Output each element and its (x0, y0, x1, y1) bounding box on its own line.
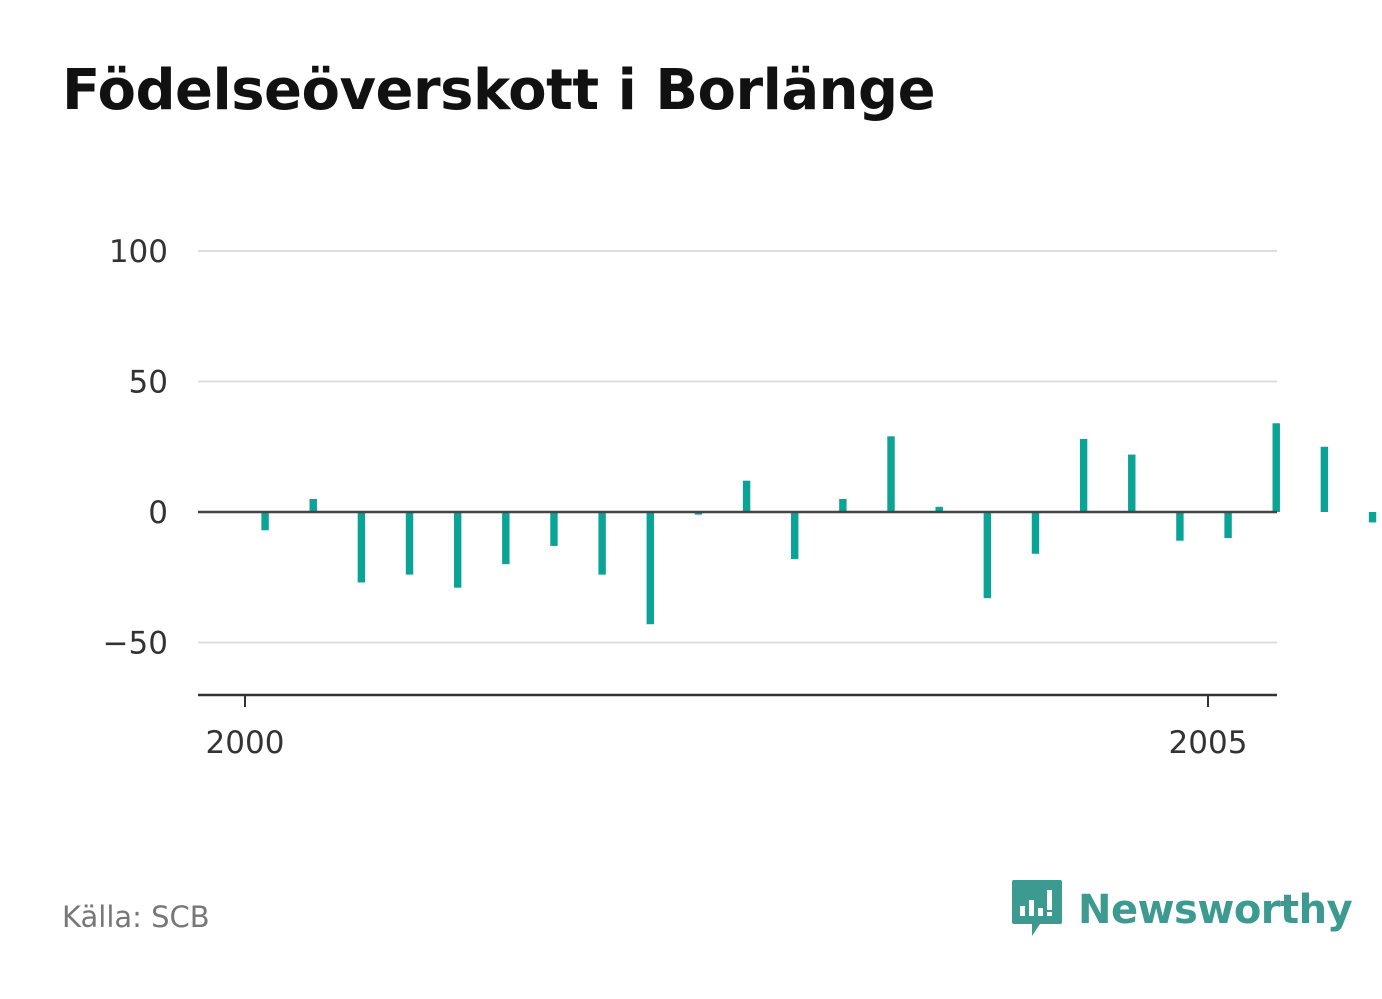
brand-name: Newsworthy (1078, 887, 1353, 933)
bar-q10 (694, 512, 703, 515)
bar-q8 (598, 512, 606, 575)
bar-q21 (1224, 512, 1232, 539)
y-tick-label: −50 (103, 626, 168, 662)
bar-q9 (646, 512, 654, 625)
y-tick-label: 50 (129, 365, 168, 401)
y-tick-label: 100 (109, 234, 168, 270)
bar-q18 (1079, 438, 1088, 512)
bar-q7 (550, 512, 558, 546)
bar-q5 (453, 512, 462, 588)
bar-q4 (405, 512, 414, 575)
bars (261, 423, 1377, 625)
bar-q20 (1176, 512, 1184, 541)
y-tick-label: 0 (148, 495, 168, 531)
x-tick-label: 2000 (206, 725, 285, 761)
bar-q6 (502, 512, 510, 565)
bar-q12 (791, 512, 799, 559)
bar-q23 (1320, 446, 1329, 512)
bar-q16 (983, 512, 992, 599)
bar-q11 (742, 480, 751, 512)
bar-q19 (1128, 454, 1136, 512)
bar-q14 (887, 436, 895, 512)
chart-title: Födelseöverskott i Borlänge (62, 58, 936, 123)
grid-lines (198, 250, 1277, 644)
bar-q3 (357, 512, 366, 583)
bar-q13 (839, 498, 847, 512)
bar-q1 (261, 512, 269, 531)
bar-q22 (1272, 423, 1280, 512)
bar-q17 (1031, 512, 1040, 554)
bar-q15 (935, 506, 943, 512)
bar-q24 (1368, 512, 1377, 523)
bar-q2 (309, 498, 317, 512)
newsworthy-logo[interactable]: Newsworthy (1010, 878, 1353, 942)
x-tick-label: 2005 (1169, 725, 1248, 761)
bar-chart-speech-bubble-icon (1010, 878, 1064, 942)
tick-labels: −50050100200020052010201520202025 (103, 234, 1248, 761)
source-label: Källa: SCB (62, 900, 210, 934)
axes (198, 510, 1277, 707)
